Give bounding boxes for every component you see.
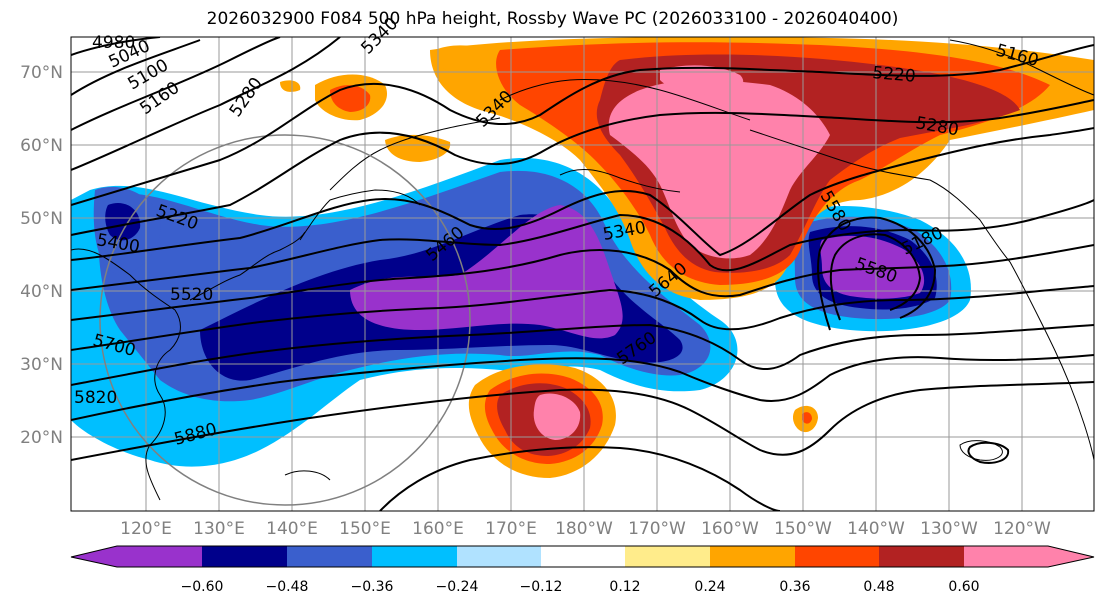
colorbar-extend-min <box>71 546 117 567</box>
colorbar-segment <box>287 546 372 567</box>
colorbar-tick-label: 0.36 <box>779 579 810 595</box>
colorbar-tick-label: 0.60 <box>948 579 979 595</box>
contour-label: 5220 <box>872 63 917 87</box>
lon-label: 160°E <box>412 519 464 539</box>
colorbar-outline <box>70 545 1095 568</box>
colorbar-segment <box>625 546 710 567</box>
colorbar-tick-label: −0.24 <box>436 579 479 595</box>
colorbar-extend-max <box>1048 546 1094 567</box>
colorbar-tick-label: −0.36 <box>351 579 394 595</box>
lat-label: 70°N <box>20 63 63 83</box>
height-contours <box>71 37 1094 511</box>
colorbar-ticks: −0.60 −0.48 −0.36 −0.24 −0.12 0.12 0.24 … <box>181 579 980 595</box>
lat-label: 30°N <box>20 355 63 375</box>
colorbar: −0.60 −0.48 −0.36 −0.24 −0.12 0.12 0.24 … <box>70 545 1095 595</box>
latitude-labels: 70°N 60°N 50°N 40°N 30°N 20°N <box>20 63 63 448</box>
map-frame <box>70 36 1095 512</box>
lon-label: 160°W <box>701 519 759 539</box>
colorbar-segment <box>879 546 964 567</box>
colorbar-segment <box>457 546 541 567</box>
lat-label: 60°N <box>20 136 63 156</box>
lat-label: 40°N <box>20 282 63 302</box>
lat-label: 20°N <box>20 428 63 448</box>
colorbar-tick-label: 0.48 <box>863 579 894 595</box>
map-title: 2026032900 F084 500 hPa height, Rossby W… <box>206 9 899 29</box>
lon-label: 180°W <box>555 519 613 539</box>
lon-label: 120°E <box>120 519 172 539</box>
colorbar-tick-label: −0.12 <box>520 579 563 595</box>
colorbar-tick-label: −0.60 <box>181 579 224 595</box>
contour-label: 5820 <box>74 388 117 408</box>
range-circle <box>99 134 471 506</box>
lon-label: 150°E <box>339 519 391 539</box>
longitude-labels: 120°E 130°E 140°E 150°E 160°E 170°E 180°… <box>120 519 1051 539</box>
colorbar-segment <box>710 546 795 567</box>
colorbar-segment <box>372 546 457 567</box>
colorbar-segment <box>964 546 1048 567</box>
contour-label: 5520 <box>170 285 213 305</box>
colorbar-tick-label: −0.48 <box>266 579 309 595</box>
lon-label: 140°W <box>847 519 905 539</box>
lon-label: 170°E <box>485 519 537 539</box>
contour-label: 4980 <box>92 33 135 53</box>
colorbar-tick-label: 0.12 <box>609 579 640 595</box>
colorbar-segment <box>795 546 879 567</box>
lon-label: 150°W <box>774 519 832 539</box>
lon-label: 170°W <box>628 519 686 539</box>
lon-label: 140°E <box>266 519 318 539</box>
lon-label: 130°E <box>193 519 245 539</box>
lon-label: 120°W <box>993 519 1051 539</box>
lon-label: 130°W <box>920 519 978 539</box>
colorbar-segment <box>117 546 202 567</box>
colorbar-segment <box>541 546 625 567</box>
colorbar-segment <box>202 546 287 567</box>
lat-label: 50°N <box>20 209 63 229</box>
colorbar-tick-label: 0.24 <box>694 579 725 595</box>
